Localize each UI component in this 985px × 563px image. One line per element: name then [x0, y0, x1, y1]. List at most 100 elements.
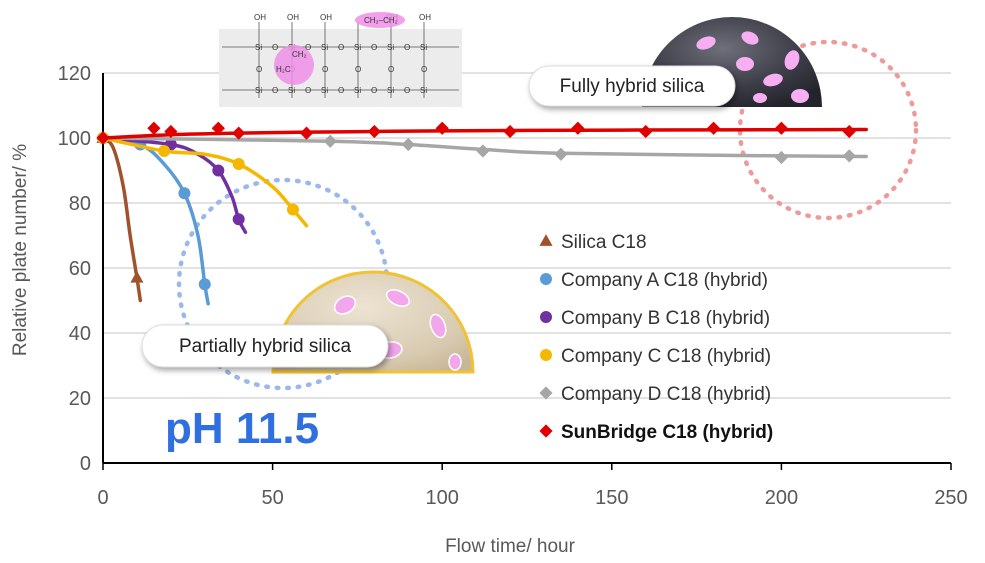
- structure-o-label: O: [338, 86, 344, 95]
- structure-si-label: Si: [354, 43, 361, 52]
- structure-o-label: O: [404, 43, 410, 52]
- structure-oh-label: OH: [419, 13, 431, 22]
- legend-marker: [540, 311, 552, 323]
- legend-label: SunBridge C18 (hybrid): [561, 422, 773, 443]
- data-point: [211, 121, 225, 135]
- data-point: [147, 121, 161, 135]
- structure-si-label: Si: [321, 86, 328, 95]
- structure-o-label: O: [272, 43, 278, 52]
- structure-oh-label: OH: [254, 13, 266, 22]
- x-tick-label: 200: [765, 487, 798, 509]
- legend-label: Company B C18 (hybrid): [561, 308, 770, 329]
- y-tick-label: 60: [69, 258, 91, 280]
- y-tick-label: 20: [69, 388, 91, 410]
- data-point: [842, 149, 856, 163]
- x-tick-label: 50: [261, 487, 283, 509]
- partially-hybrid-callout: Partially hybrid silica: [141, 324, 389, 368]
- structure-si-label: Si: [255, 86, 262, 95]
- data-series: [96, 121, 868, 306]
- data-point: [323, 134, 337, 148]
- data-point: [774, 121, 788, 135]
- x-tick-label: 100: [426, 487, 459, 509]
- structure-si-label: Si: [354, 86, 361, 95]
- data-point: [130, 270, 144, 283]
- series-company-b-c18-hybrid: [97, 132, 248, 234]
- structure-o-label: O: [355, 65, 361, 74]
- structure-o-label: O: [256, 65, 262, 74]
- data-point: [232, 126, 246, 140]
- data-point: [212, 164, 225, 177]
- data-point: [198, 278, 211, 291]
- data-point: [232, 213, 245, 226]
- structure-oh-label: OH: [320, 13, 332, 22]
- structure-o-label: O: [338, 43, 344, 52]
- structure-o-label: O: [388, 65, 394, 74]
- legend-marker: [540, 349, 552, 361]
- ethylene-bridge-highlight: [355, 12, 405, 28]
- structure-ch2-bridge-label: CH₂–CH₂: [364, 16, 398, 25]
- data-point: [299, 126, 314, 140]
- legend-item-company-c-c18-hybrid: Company C C18 (hybrid): [540, 346, 771, 367]
- series-sunbridge-c18-hybrid: [96, 121, 868, 145]
- y-tick-label: 100: [58, 128, 91, 150]
- y-tick-label: 120: [58, 63, 91, 85]
- silica-structure-diagram: SiSiOHOOOSiSiOHOOOSiSiOHOOOSiSiOOOSiSiOH…: [219, 12, 462, 107]
- data-point: [774, 150, 788, 165]
- data-point: [96, 131, 110, 145]
- data-point: [571, 121, 585, 135]
- structure-o-label: O: [322, 65, 328, 74]
- x-axis-title: Flow time/ hour: [445, 536, 576, 557]
- series-company-d-c18-hybrid: [96, 131, 868, 165]
- data-point: [401, 137, 415, 152]
- legend-label: Company D C18 (hybrid): [561, 384, 771, 405]
- structure-oh-label: OH: [287, 13, 299, 22]
- legend-item-company-a-c18-hybrid: Company A C18 (hybrid): [540, 270, 768, 291]
- structure-si-label: Si: [255, 43, 262, 52]
- y-tick-label: 80: [69, 193, 91, 215]
- legend-marker: [539, 234, 553, 246]
- structure-o-label: O: [305, 86, 311, 95]
- data-point: [706, 121, 721, 135]
- data-point: [639, 124, 653, 139]
- structure-o-label: O: [305, 43, 311, 52]
- structure-si-label: Si: [387, 86, 394, 95]
- structure-o-label: O: [404, 86, 410, 95]
- structure-si-label: Si: [420, 86, 427, 95]
- series-company-c-c18-hybrid: [97, 132, 309, 228]
- x-tick-label: 250: [934, 487, 967, 509]
- fully-hybrid-callout: Fully hybrid silica: [528, 65, 736, 107]
- series-company-a-c18-hybrid: [97, 132, 211, 306]
- legend: Silica C18 Company A C18 (hybrid) Company …: [539, 232, 773, 443]
- data-point: [435, 121, 449, 135]
- data-point: [286, 203, 299, 216]
- structure-o-label: O: [272, 86, 278, 95]
- legend-label: Company C C18 (hybrid): [561, 346, 771, 367]
- data-point: [178, 187, 191, 200]
- legend-marker: [539, 424, 553, 438]
- structure-o-label: O: [371, 86, 377, 95]
- data-point: [367, 124, 381, 139]
- structure-si-label: Si: [420, 43, 427, 52]
- structure-h2c-label: H₂C: [276, 65, 291, 74]
- legend-label: Silica C18: [561, 232, 647, 253]
- ethylene-bridge-loop-highlight: [274, 45, 314, 85]
- y-tick-label: 40: [69, 323, 91, 345]
- data-point: [158, 145, 171, 157]
- legend-label: Company A C18 (hybrid): [561, 270, 768, 291]
- data-point: [164, 124, 178, 139]
- legend-item-company-d-c18-hybrid: Company D C18 (hybrid): [539, 384, 771, 405]
- ph-label: pH 11.5: [165, 404, 319, 453]
- structure-o-label: O: [421, 65, 427, 74]
- data-point: [476, 144, 490, 158]
- x-tick-label: 0: [97, 487, 108, 509]
- structure-ch2-label: CH₂: [292, 50, 307, 59]
- legend-marker: [539, 386, 553, 400]
- data-point: [503, 124, 517, 139]
- y-tick-label: 0: [80, 453, 91, 475]
- partially-hybrid-label: Partially hybrid silica: [179, 336, 352, 357]
- structure-si-label: Si: [321, 43, 328, 52]
- structure-si-label: Si: [288, 86, 295, 95]
- structure-o-label: O: [371, 43, 377, 52]
